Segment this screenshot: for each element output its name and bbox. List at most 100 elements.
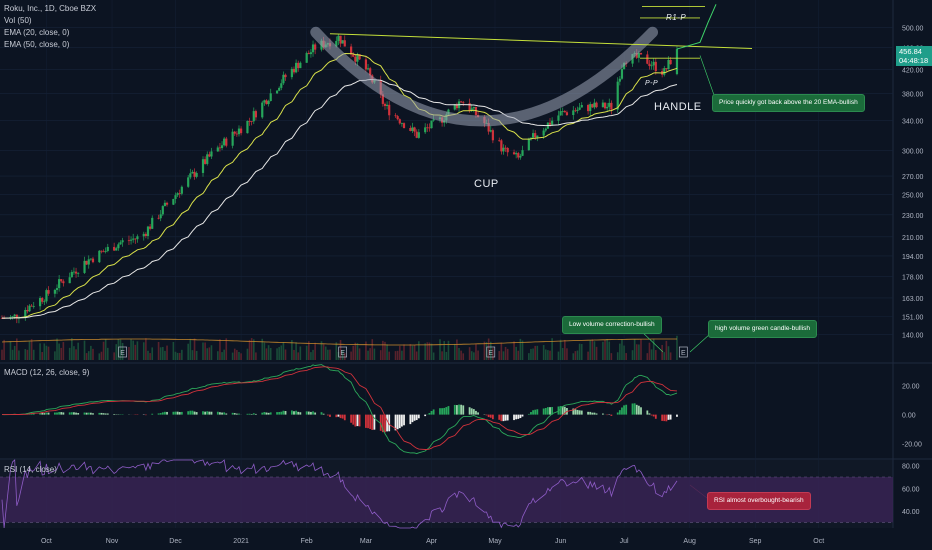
macd-histogram-bar (299, 412, 302, 415)
macd-histogram-bar (43, 413, 46, 415)
candle-body (335, 40, 338, 47)
candle-body (601, 102, 605, 108)
macd-histogram-bar (85, 412, 88, 415)
macd-histogram-bar (326, 414, 329, 416)
volume-bar (191, 350, 194, 360)
volume-bar (487, 338, 490, 360)
macd-histogram-bar (563, 406, 566, 415)
macd-histogram-bar (221, 412, 223, 415)
volume-bar (335, 342, 338, 360)
volume-bar (142, 342, 145, 360)
volume-bar (413, 345, 416, 360)
macd-histogram-bar (498, 414, 501, 420)
macd-histogram-bar (269, 412, 272, 415)
macd-title: MACD (12, 26, close, 9) (4, 368, 90, 377)
candle-body (297, 62, 300, 69)
volume-bar (312, 349, 314, 360)
macd-histogram-bar (515, 414, 518, 420)
candle-body (269, 93, 272, 102)
cup-arc (310, 26, 659, 127)
volume-bar (231, 352, 234, 360)
volume-bar (113, 352, 115, 360)
volume-bar (269, 347, 272, 360)
candle-body (282, 74, 285, 84)
candle-body (142, 233, 145, 237)
volume-bar (470, 351, 473, 360)
volume-bar (559, 339, 562, 360)
volume-bar (544, 349, 547, 360)
volume-bar (132, 340, 134, 360)
earnings-marker (118, 346, 127, 358)
candle-body (460, 101, 463, 103)
volume-bar (576, 350, 579, 360)
candle-body (468, 103, 471, 111)
candle-body (91, 258, 95, 263)
macd-histogram-bar (576, 409, 579, 415)
earnings-marker (486, 346, 496, 358)
candle-body (654, 61, 657, 72)
candle-body (432, 119, 435, 121)
candle-body (121, 240, 124, 243)
macd-histogram-bar (589, 411, 592, 415)
volume-bar (356, 343, 359, 360)
candle-body (491, 130, 494, 141)
candle-body (117, 244, 120, 249)
macd-histogram-bar (373, 414, 376, 430)
macd-histogram-bar (106, 413, 109, 415)
volume-bar (519, 338, 522, 360)
candle-body (223, 138, 226, 146)
volume-bar (547, 350, 549, 360)
macd-histogram-bar (561, 406, 564, 415)
volume-bar (73, 346, 75, 360)
candle-body (527, 138, 530, 151)
volume-bar (164, 350, 166, 360)
volume-bar (280, 345, 283, 360)
candle-body (233, 131, 236, 134)
volume-bar (236, 350, 238, 360)
macd-histogram-bar (635, 404, 638, 415)
macd-histogram-bar (447, 406, 450, 415)
volume-bar (240, 353, 242, 360)
candle-body (462, 102, 465, 104)
macd-histogram-bar (396, 414, 399, 430)
macd-histogram-bar (174, 411, 177, 415)
candle-body (70, 271, 73, 278)
candle-body (134, 238, 137, 240)
candle-body (246, 120, 249, 134)
macd-histogram-bar (500, 414, 503, 422)
macd-histogram-bar (70, 412, 73, 415)
candle-body (650, 65, 653, 67)
volume-bar (85, 353, 88, 360)
volume-bar (58, 343, 60, 360)
macd-histogram-bar (166, 411, 168, 415)
macd-histogram-bar (519, 414, 522, 419)
macd-histogram-bar (73, 412, 75, 415)
macd-histogram-bar (371, 414, 374, 430)
candle-body (290, 68, 293, 78)
macd-histogram-bar (335, 414, 338, 418)
candle-body (28, 305, 31, 312)
rsi-title: RSI (14, close) (4, 465, 57, 474)
candle-body (608, 102, 611, 107)
volume-bar (181, 349, 183, 360)
candle-body (102, 251, 105, 253)
volume-bar (282, 342, 285, 360)
candle-body (309, 52, 313, 55)
macd-histogram-bar (47, 412, 50, 415)
candle-body (576, 109, 579, 111)
macd-histogram-bar (652, 414, 655, 417)
candle-body (55, 288, 59, 290)
volume-bar (593, 341, 596, 360)
volume-bar (24, 349, 27, 360)
volume-bar (18, 350, 20, 360)
macd-histogram-bar (663, 414, 666, 422)
volume-bar (456, 339, 458, 360)
candle-body (151, 217, 154, 229)
macd-histogram-bar (307, 411, 310, 415)
candle-body (237, 128, 241, 135)
candle-body (60, 279, 63, 282)
macd-histogram-bar (648, 413, 651, 415)
rsi-tick-label: 80.00 (902, 464, 920, 471)
